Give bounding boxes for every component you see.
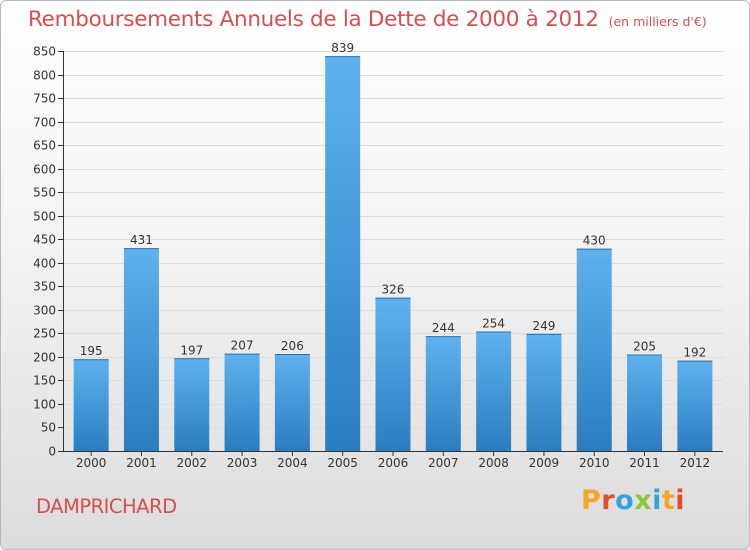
logo-letter: i bbox=[652, 485, 662, 516]
data-label: 244 bbox=[432, 321, 455, 335]
y-tick-label: 700 bbox=[33, 116, 56, 130]
y-tick-label: 250 bbox=[33, 327, 56, 341]
y-tick-label: 100 bbox=[33, 398, 56, 412]
chart-title-text: Remboursements Annuels de la Dette de 20… bbox=[28, 7, 599, 32]
data-label: 207 bbox=[231, 339, 254, 353]
logo-letter: P bbox=[581, 485, 602, 516]
data-label: 430 bbox=[583, 234, 606, 248]
bar-2004 bbox=[274, 354, 310, 451]
x-tick-label: 2007 bbox=[428, 456, 459, 470]
y-tick-label: 800 bbox=[33, 69, 56, 83]
bar-2009 bbox=[526, 333, 562, 451]
bar-2003 bbox=[224, 353, 260, 451]
y-tick-label: 550 bbox=[33, 186, 56, 200]
data-label: 195 bbox=[80, 344, 103, 358]
y-tick-label: 150 bbox=[33, 374, 56, 388]
logo-letter: o bbox=[615, 485, 635, 516]
y-tick-label: 350 bbox=[33, 280, 56, 294]
y-tick-label: 200 bbox=[33, 351, 56, 365]
logo-letter: t bbox=[661, 485, 676, 516]
chart-title: Remboursements Annuels de la Dette de 20… bbox=[28, 7, 707, 32]
x-tick-label: 2006 bbox=[378, 456, 409, 470]
x-tick-label: 2009 bbox=[529, 456, 560, 470]
x-tick-label: 2000 bbox=[76, 456, 107, 470]
x-tick-label: 2010 bbox=[579, 456, 610, 470]
x-tick-label: 2002 bbox=[176, 456, 207, 470]
bars: 195 431 197 207 206 839 326 244 254 249 430 205 192 bbox=[73, 41, 713, 451]
y-tick-label: 650 bbox=[33, 139, 56, 153]
bar-2005 bbox=[325, 56, 361, 451]
data-label: 839 bbox=[331, 41, 354, 55]
y-tick-label: 400 bbox=[33, 257, 56, 271]
logo-letter: r bbox=[601, 485, 616, 516]
bar-2011 bbox=[627, 354, 663, 451]
data-label: 205 bbox=[633, 340, 656, 354]
bar-2010 bbox=[576, 248, 612, 451]
data-label: 326 bbox=[382, 283, 405, 297]
commune-name: DAMPRICHARD bbox=[36, 495, 177, 518]
logo-letter: i bbox=[675, 485, 686, 516]
x-tick-label: 2004 bbox=[277, 456, 308, 470]
bar-2001 bbox=[123, 248, 159, 451]
data-label: 197 bbox=[180, 343, 203, 357]
bar-2000 bbox=[73, 359, 109, 451]
bar-2008 bbox=[476, 331, 512, 451]
data-label: 192 bbox=[683, 346, 706, 360]
y-tick-label: 50 bbox=[41, 421, 56, 435]
chart-unit: (en milliers d'€) bbox=[608, 14, 707, 29]
data-label: 206 bbox=[281, 339, 304, 353]
y-tick-label: 0 bbox=[48, 445, 56, 459]
y-tick-label: 450 bbox=[33, 233, 56, 247]
bar-2012 bbox=[677, 360, 713, 451]
y-tick-label: 750 bbox=[33, 92, 56, 106]
bar-2002 bbox=[174, 358, 210, 451]
x-tick-label: 2005 bbox=[327, 456, 358, 470]
y-tick-label: 850 bbox=[33, 45, 56, 59]
x-tick-label: 2012 bbox=[680, 456, 711, 470]
proxiti-logo: Proxiti bbox=[581, 485, 685, 516]
x-tick-label: 2003 bbox=[227, 456, 258, 470]
y-tick-label: 300 bbox=[33, 304, 56, 318]
data-label: 431 bbox=[130, 233, 153, 247]
bar-2007 bbox=[425, 336, 461, 451]
x-tick-label: 2001 bbox=[126, 456, 157, 470]
y-tick-label: 600 bbox=[33, 163, 56, 177]
logo-letter: x bbox=[634, 485, 653, 516]
axes: 0 50 100 150 200 250 300 350 400 450 500 550 600 650 7… bbox=[33, 45, 723, 470]
data-label: 249 bbox=[532, 319, 555, 333]
data-label: 254 bbox=[482, 316, 505, 330]
bar-2006 bbox=[375, 297, 411, 451]
x-tick-label: 2008 bbox=[478, 456, 509, 470]
x-tick-label: 2011 bbox=[629, 456, 660, 470]
y-tick-label: 500 bbox=[33, 210, 56, 224]
